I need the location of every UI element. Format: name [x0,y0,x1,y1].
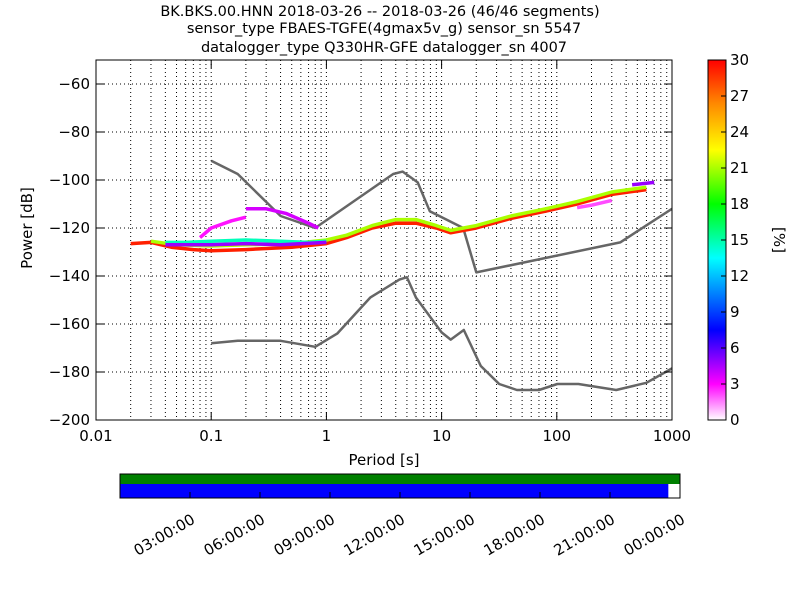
x-tick-label: 1 [322,427,332,445]
colorbar-ticks: 0 3 6 9 12 15 18 21 24 27 30 [721,51,749,429]
timeline-bar [120,484,669,498]
colorbar-label: [%] [770,227,788,253]
x-tick-label: 10 [432,427,451,445]
colorbar-tick-label: 9 [730,303,740,321]
psd-heatmap [130,180,655,253]
y-tick-label: −60 [58,75,90,93]
timeline-tick-label: 12:00:00 [341,510,408,559]
timeline-tick-label: 21:00:00 [551,510,618,559]
colorbar-tick-label: 15 [730,231,749,249]
x-tick-label: 0.1 [199,427,223,445]
colorbar-tick-label: 6 [730,339,740,357]
x-tick-label: 0.01 [79,427,112,445]
timeline-tick-label: 00:00:00 [621,510,688,559]
y-axis-label: Power [dB] [18,187,36,269]
y-tick-label: −180 [49,363,90,381]
psd-density-band [130,187,647,253]
colorbar-tick-label: 12 [730,267,749,285]
y-tick-label: −160 [49,315,90,333]
timeline-tick-label: 18:00:00 [481,510,548,559]
psd-density-band [165,240,327,247]
x-axis-label: Period [s] [348,451,419,469]
noise-model-line [211,275,672,392]
timeline-tick-label: 06:00:00 [201,510,268,559]
colorbar-tick-label: 27 [730,87,749,105]
y-tick-label: −80 [58,123,90,141]
timeline-tick-label: 15:00:00 [411,510,478,559]
timeline-tick-label: 09:00:00 [271,510,338,559]
plot-area [96,60,672,420]
timeline-coverage [120,474,680,498]
colorbar-tick-label: 24 [730,123,749,141]
plot-frame [95,59,673,421]
y-tick-label: −200 [49,411,90,429]
colorbar-tick-label: 18 [730,195,749,213]
y-tick-label: −100 [49,171,90,189]
x-tick-label: 1000 [653,427,691,445]
y-axis-ticks: −200 −180 −160 −140 −120 −100 −80 −60 [49,75,672,429]
x-axis-ticks: 0.01 0.1 1 10 100 1000 [79,60,691,445]
colorbar-tick-label: 21 [730,159,749,177]
timeline-bar [120,474,680,484]
psd-density-band [631,180,655,187]
y-tick-label: −140 [49,267,90,285]
chart-title-line3: datalogger_type Q330HR-GFE datalogger_sn… [201,40,567,56]
timeline-tick-label: 03:00:00 [131,510,198,559]
colorbar-tick-label: 3 [730,375,740,393]
chart-title-line1: BK.BKS.00.HNN 2018-03-26 -- 2018-03-26 (… [160,4,599,20]
y-tick-label: −120 [49,219,90,237]
colorbar-tick-label: 0 [730,411,740,429]
psd-density-band [198,215,247,239]
chart-title-line2: sensor_type FBAES-TGFE(4gmax5v_g) sensor… [187,21,581,37]
timeline-ticks: 03:00:00 06:00:00 09:00:00 12:00:00 15:00:00… [131,492,688,560]
colorbar-tick-label: 30 [730,51,749,69]
psd-density-band [245,207,320,230]
psd-density-band [576,198,613,210]
x-tick-label: 100 [542,427,571,445]
